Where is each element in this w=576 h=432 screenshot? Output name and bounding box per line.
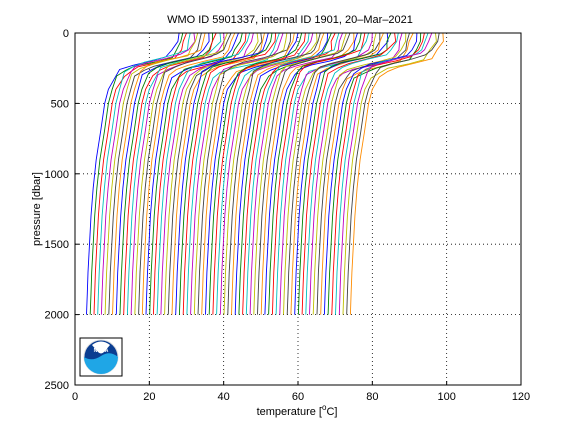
profile-line <box>138 32 232 315</box>
profile-line <box>231 32 325 315</box>
profile-line <box>126 32 222 315</box>
profile-line <box>175 32 269 315</box>
profile-line <box>279 32 373 315</box>
profile-line <box>316 32 410 315</box>
profile-line <box>342 32 437 315</box>
y-tick-label: 1000 <box>45 169 69 181</box>
svg-text:NOAA: NOAA <box>94 348 109 354</box>
profile-line <box>268 32 362 315</box>
profile-line <box>193 32 288 315</box>
profile-line <box>167 32 263 315</box>
profile-line <box>290 32 384 315</box>
profile-line <box>335 32 429 315</box>
profile-line <box>238 32 332 315</box>
profile-line <box>134 32 228 315</box>
profile-line <box>112 32 206 315</box>
profile-lines <box>86 32 444 315</box>
profile-line <box>197 32 292 315</box>
profile-line <box>108 32 202 315</box>
profile-line <box>294 32 389 315</box>
y-tick-label: 1500 <box>45 239 69 251</box>
y-tick-label: 0 <box>63 28 69 40</box>
profile-line <box>86 32 180 315</box>
y-tick-label: 2000 <box>45 310 69 322</box>
x-axis-label: temperature [oC] <box>257 403 338 418</box>
profile-line <box>201 32 295 315</box>
profile-line <box>242 32 336 315</box>
profile-line <box>93 32 187 315</box>
profile-line <box>178 32 273 315</box>
profile-line <box>115 32 210 315</box>
profile-line <box>97 32 191 315</box>
profile-line <box>100 32 196 315</box>
y-tick-label: 500 <box>51 98 69 110</box>
profile-line <box>152 32 247 315</box>
x-tick-label: 120 <box>512 391 530 403</box>
profile-line <box>141 32 236 315</box>
profile-line <box>156 32 251 315</box>
noaa-logo: NOAA <box>79 337 123 377</box>
profile-line <box>245 32 340 315</box>
x-axis-ticks: 0 20 40 60 80 100 120 <box>72 381 530 403</box>
profile-line <box>160 32 254 315</box>
profile-line <box>164 32 259 315</box>
profile-line <box>301 32 397 315</box>
profile-line <box>119 32 213 315</box>
x-tick-label: 40 <box>218 391 230 403</box>
profile-line <box>227 32 321 315</box>
profile-line <box>346 32 440 315</box>
profile-line <box>323 32 418 315</box>
profile-line <box>249 32 344 315</box>
profile-line <box>257 32 351 315</box>
x-tick-label: 100 <box>437 391 455 403</box>
grid-lines <box>75 33 521 385</box>
profile-line <box>349 32 444 315</box>
profile-line <box>219 32 314 315</box>
y-tick-label: 2500 <box>45 380 69 392</box>
profile-line <box>286 33 381 315</box>
profile-line <box>297 32 392 315</box>
profile-line <box>208 32 303 315</box>
x-tick-label: 20 <box>143 391 155 403</box>
x-tick-label: 60 <box>292 391 304 403</box>
profile-line <box>182 32 277 315</box>
profile-line <box>327 32 422 315</box>
profile-line <box>260 32 355 315</box>
profile-line <box>271 32 366 315</box>
chart-title: WMO ID 5901337, internal ID 1901, 20–Mar… <box>167 14 413 26</box>
y-axis-label: pressure [dbar] <box>31 172 43 246</box>
y-axis-ticks: 0 500 1000 1500 2000 2500 <box>45 28 79 392</box>
x-tick-label: 80 <box>366 391 378 403</box>
profile-line <box>338 32 433 315</box>
profile-line <box>212 32 306 315</box>
profile-line <box>305 32 399 315</box>
profile-line <box>190 32 284 315</box>
profile-line <box>223 32 318 315</box>
profile-line <box>253 32 347 315</box>
x-tick-label: 0 <box>72 391 78 403</box>
profile-line <box>312 32 407 315</box>
